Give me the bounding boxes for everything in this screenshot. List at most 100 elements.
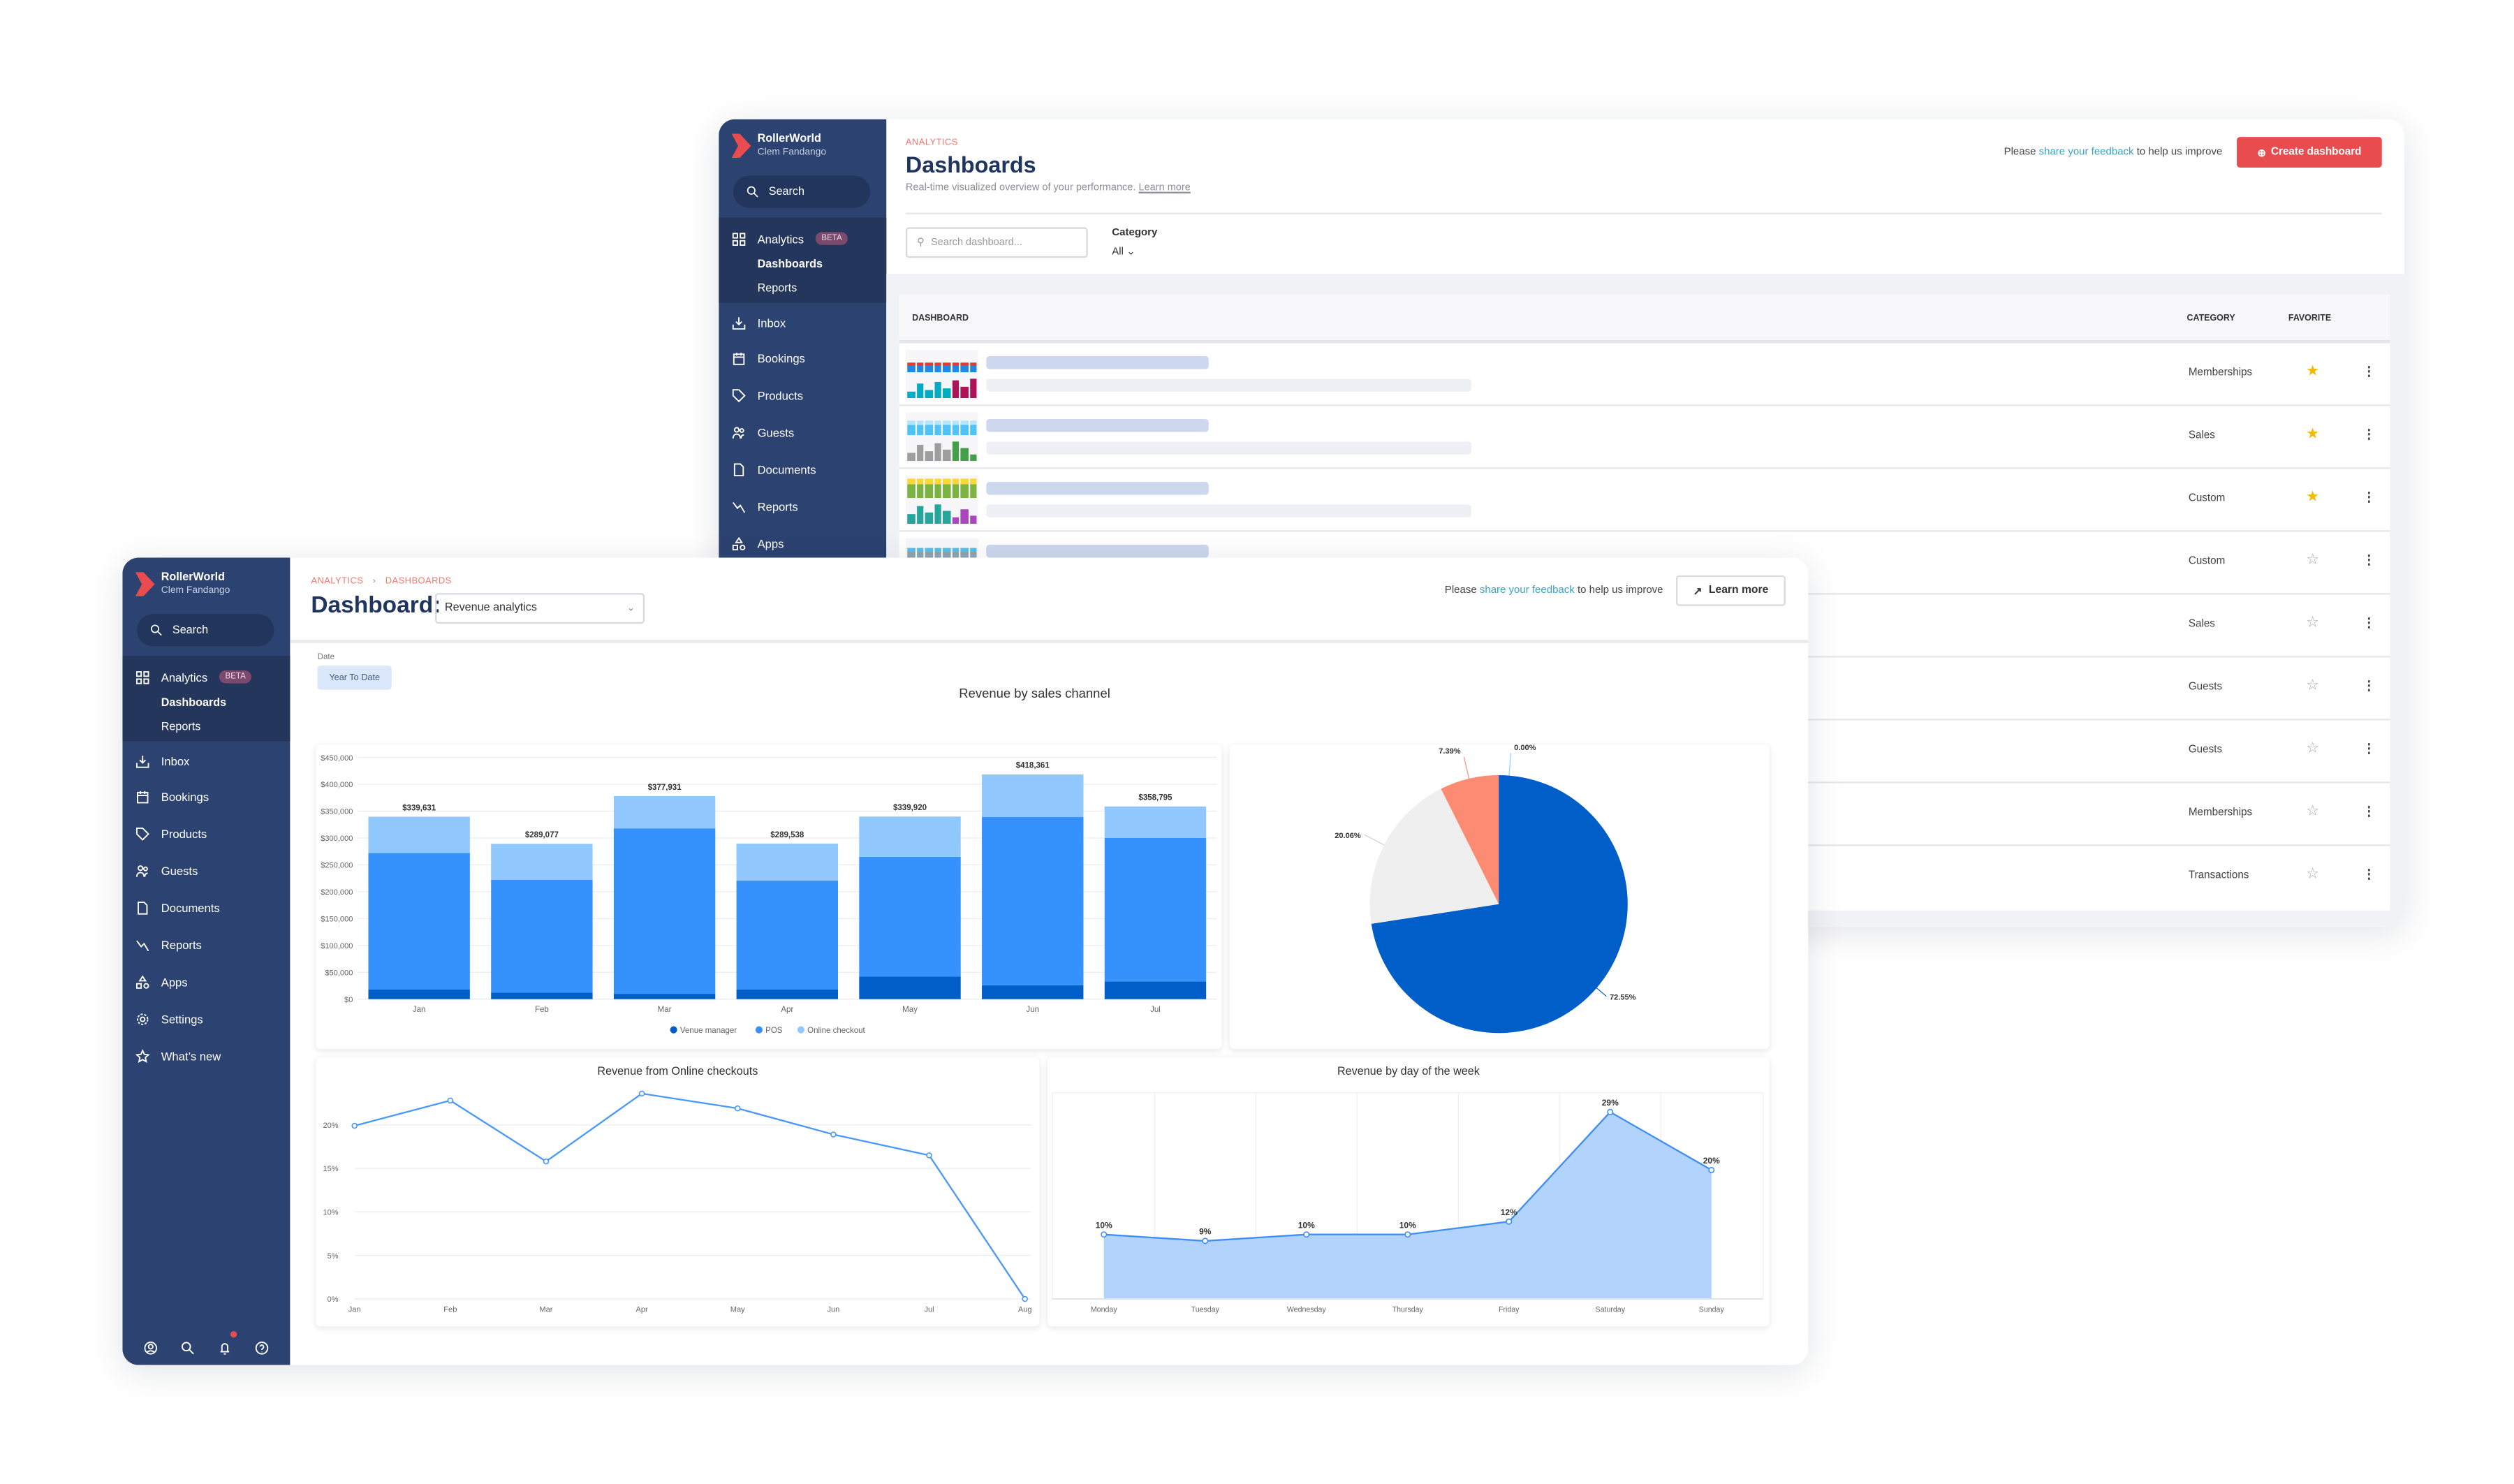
sidebar-search[interactable]: Search: [733, 175, 871, 208]
table-row[interactable]: Memberships ★ ⋮: [899, 341, 2390, 404]
bar-pos[interactable]: [736, 880, 838, 990]
bar-pos[interactable]: [859, 856, 961, 977]
star-filled-icon[interactable]: ★: [2306, 488, 2319, 505]
learn-more-link[interactable]: Learn more: [1138, 182, 1191, 193]
bar-online-checkout[interactable]: [982, 774, 1084, 817]
area-point[interactable]: [1607, 1108, 1614, 1115]
more-options-icon[interactable]: ⋮: [2362, 364, 2376, 379]
sidebar-item-apps[interactable]: Apps: [732, 534, 784, 554]
more-options-icon[interactable]: ⋮: [2362, 490, 2376, 505]
dashboard-select[interactable]: Revenue analytics ⌄: [435, 593, 645, 624]
sidebar-item-analytics[interactable]: Analytics BETA: [732, 229, 848, 249]
sidebar-item-guests[interactable]: Guests: [135, 862, 198, 881]
category-filter-select[interactable]: All ⌄: [1112, 245, 1135, 258]
bar-venue-manager[interactable]: [368, 989, 470, 999]
sidebar-item-bookings[interactable]: Bookings: [135, 788, 209, 807]
area-point[interactable]: [1708, 1166, 1715, 1173]
column-header-favorite[interactable]: FAVORITE: [2288, 314, 2332, 324]
bar-pos[interactable]: [1104, 837, 1207, 982]
more-options-icon[interactable]: ⋮: [2362, 678, 2376, 693]
more-options-icon[interactable]: ⋮: [2362, 552, 2376, 568]
line-point[interactable]: [543, 1158, 550, 1165]
pie-slice[interactable]: [1371, 774, 1628, 1034]
star-outline-icon[interactable]: ☆: [2306, 865, 2319, 882]
table-row[interactable]: Custom ★ ⋮: [899, 467, 2390, 530]
column-header-dashboard[interactable]: DASHBOARD: [912, 314, 969, 324]
sidebar-item-products[interactable]: Products: [732, 386, 803, 406]
sidebar-subitem-reports[interactable]: Reports: [161, 721, 201, 733]
line-point[interactable]: [638, 1090, 645, 1097]
more-options-icon[interactable]: ⋮: [2362, 427, 2376, 442]
date-filter-chip[interactable]: Year To Date: [317, 666, 392, 690]
star-outline-icon[interactable]: ☆: [2306, 551, 2319, 568]
star-filled-icon[interactable]: ★: [2306, 362, 2319, 379]
bar-venue-manager[interactable]: [491, 992, 593, 999]
bar-online-checkout[interactable]: [1104, 806, 1207, 838]
learn-more-button[interactable]: ↗ Learn more: [1675, 575, 1786, 606]
bell-button[interactable]: [218, 1331, 237, 1355]
area-point[interactable]: [1303, 1231, 1310, 1238]
sidebar-item-products[interactable]: Products: [135, 825, 207, 844]
bar-pos[interactable]: [368, 853, 470, 990]
bar-venue-manager[interactable]: [613, 994, 716, 999]
line-point[interactable]: [1022, 1295, 1028, 1302]
column-header-category[interactable]: CATEGORY: [2186, 314, 2235, 324]
line-point[interactable]: [830, 1131, 837, 1138]
star-outline-icon[interactable]: ☆: [2306, 802, 2319, 819]
pie-slice[interactable]: [1441, 774, 1499, 904]
bar-venue-manager[interactable]: [736, 989, 838, 999]
breadcrumb-dashboards[interactable]: DASHBOARDS: [385, 577, 452, 587]
help-button[interactable]: [255, 1335, 270, 1355]
more-options-icon[interactable]: ⋮: [2362, 615, 2376, 631]
line-point[interactable]: [447, 1097, 454, 1104]
sidebar-search[interactable]: Search: [137, 614, 274, 647]
bar-venue-manager[interactable]: [859, 976, 961, 999]
sidebar-item-guests[interactable]: Guests: [732, 423, 794, 443]
search-dashboard-input[interactable]: ⚲ Search dashboard...: [905, 227, 1088, 258]
star-outline-icon[interactable]: ☆: [2306, 740, 2319, 756]
more-options-icon[interactable]: ⋮: [2362, 804, 2376, 819]
share-feedback-link[interactable]: share your feedback: [2038, 146, 2134, 159]
sidebar-item-documents[interactable]: Documents: [135, 899, 220, 918]
pie-slice[interactable]: [1369, 788, 1499, 924]
bar-pos[interactable]: [613, 828, 716, 994]
sidebar-item-documents[interactable]: Documents: [732, 460, 816, 480]
share-feedback-link[interactable]: share your feedback: [1479, 585, 1575, 596]
breadcrumb-analytics[interactable]: ANALYTICS: [311, 577, 364, 587]
bar-online-checkout[interactable]: [613, 796, 716, 829]
account-button[interactable]: [143, 1335, 158, 1355]
bar-online-checkout[interactable]: [368, 816, 470, 853]
more-options-icon[interactable]: ⋮: [2362, 741, 2376, 756]
bar-venue-manager[interactable]: [1104, 981, 1207, 999]
table-row[interactable]: Sales ★ ⋮: [899, 404, 2390, 467]
sidebar-subitem-dashboards[interactable]: Dashboards: [757, 259, 823, 271]
star-filled-icon[interactable]: ★: [2306, 425, 2319, 442]
create-dashboard-button[interactable]: ⊕ Create dashboard: [2237, 137, 2382, 168]
star-outline-icon[interactable]: ☆: [2306, 614, 2319, 631]
sidebar-item-analytics[interactable]: Analytics BETA: [135, 667, 253, 686]
bar-online-checkout[interactable]: [859, 816, 961, 857]
area-point[interactable]: [1101, 1231, 1108, 1238]
more-options-icon[interactable]: ⋮: [2362, 867, 2376, 882]
sidebar-item-apps[interactable]: Apps: [135, 972, 188, 992]
bar-venue-manager[interactable]: [982, 985, 1084, 999]
area-point[interactable]: [1506, 1218, 1513, 1225]
sidebar-item-bookings[interactable]: Bookings: [732, 350, 805, 369]
area-point[interactable]: [1202, 1237, 1209, 1244]
sidebar-item-reports[interactable]: Reports: [732, 497, 798, 517]
sidebar-item-what-s-new[interactable]: What’s new: [135, 1046, 221, 1066]
bar-pos[interactable]: [982, 816, 1084, 985]
sidebar-subitem-reports[interactable]: Reports: [757, 284, 797, 295]
sidebar-item-inbox[interactable]: Inbox: [135, 751, 189, 770]
line-point[interactable]: [734, 1105, 741, 1112]
area-point[interactable]: [1404, 1231, 1411, 1238]
bar-online-checkout[interactable]: [491, 844, 593, 880]
sidebar-item-settings[interactable]: Settings: [135, 1009, 203, 1029]
bar-online-checkout[interactable]: [736, 844, 838, 881]
bar-pos[interactable]: [491, 879, 593, 993]
sidebar-subitem-dashboards[interactable]: Dashboards: [161, 698, 227, 710]
line-point[interactable]: [926, 1152, 932, 1159]
star-outline-icon[interactable]: ☆: [2306, 677, 2319, 693]
sidebar-item-inbox[interactable]: Inbox: [732, 313, 786, 332]
search-button[interactable]: [180, 1335, 195, 1355]
